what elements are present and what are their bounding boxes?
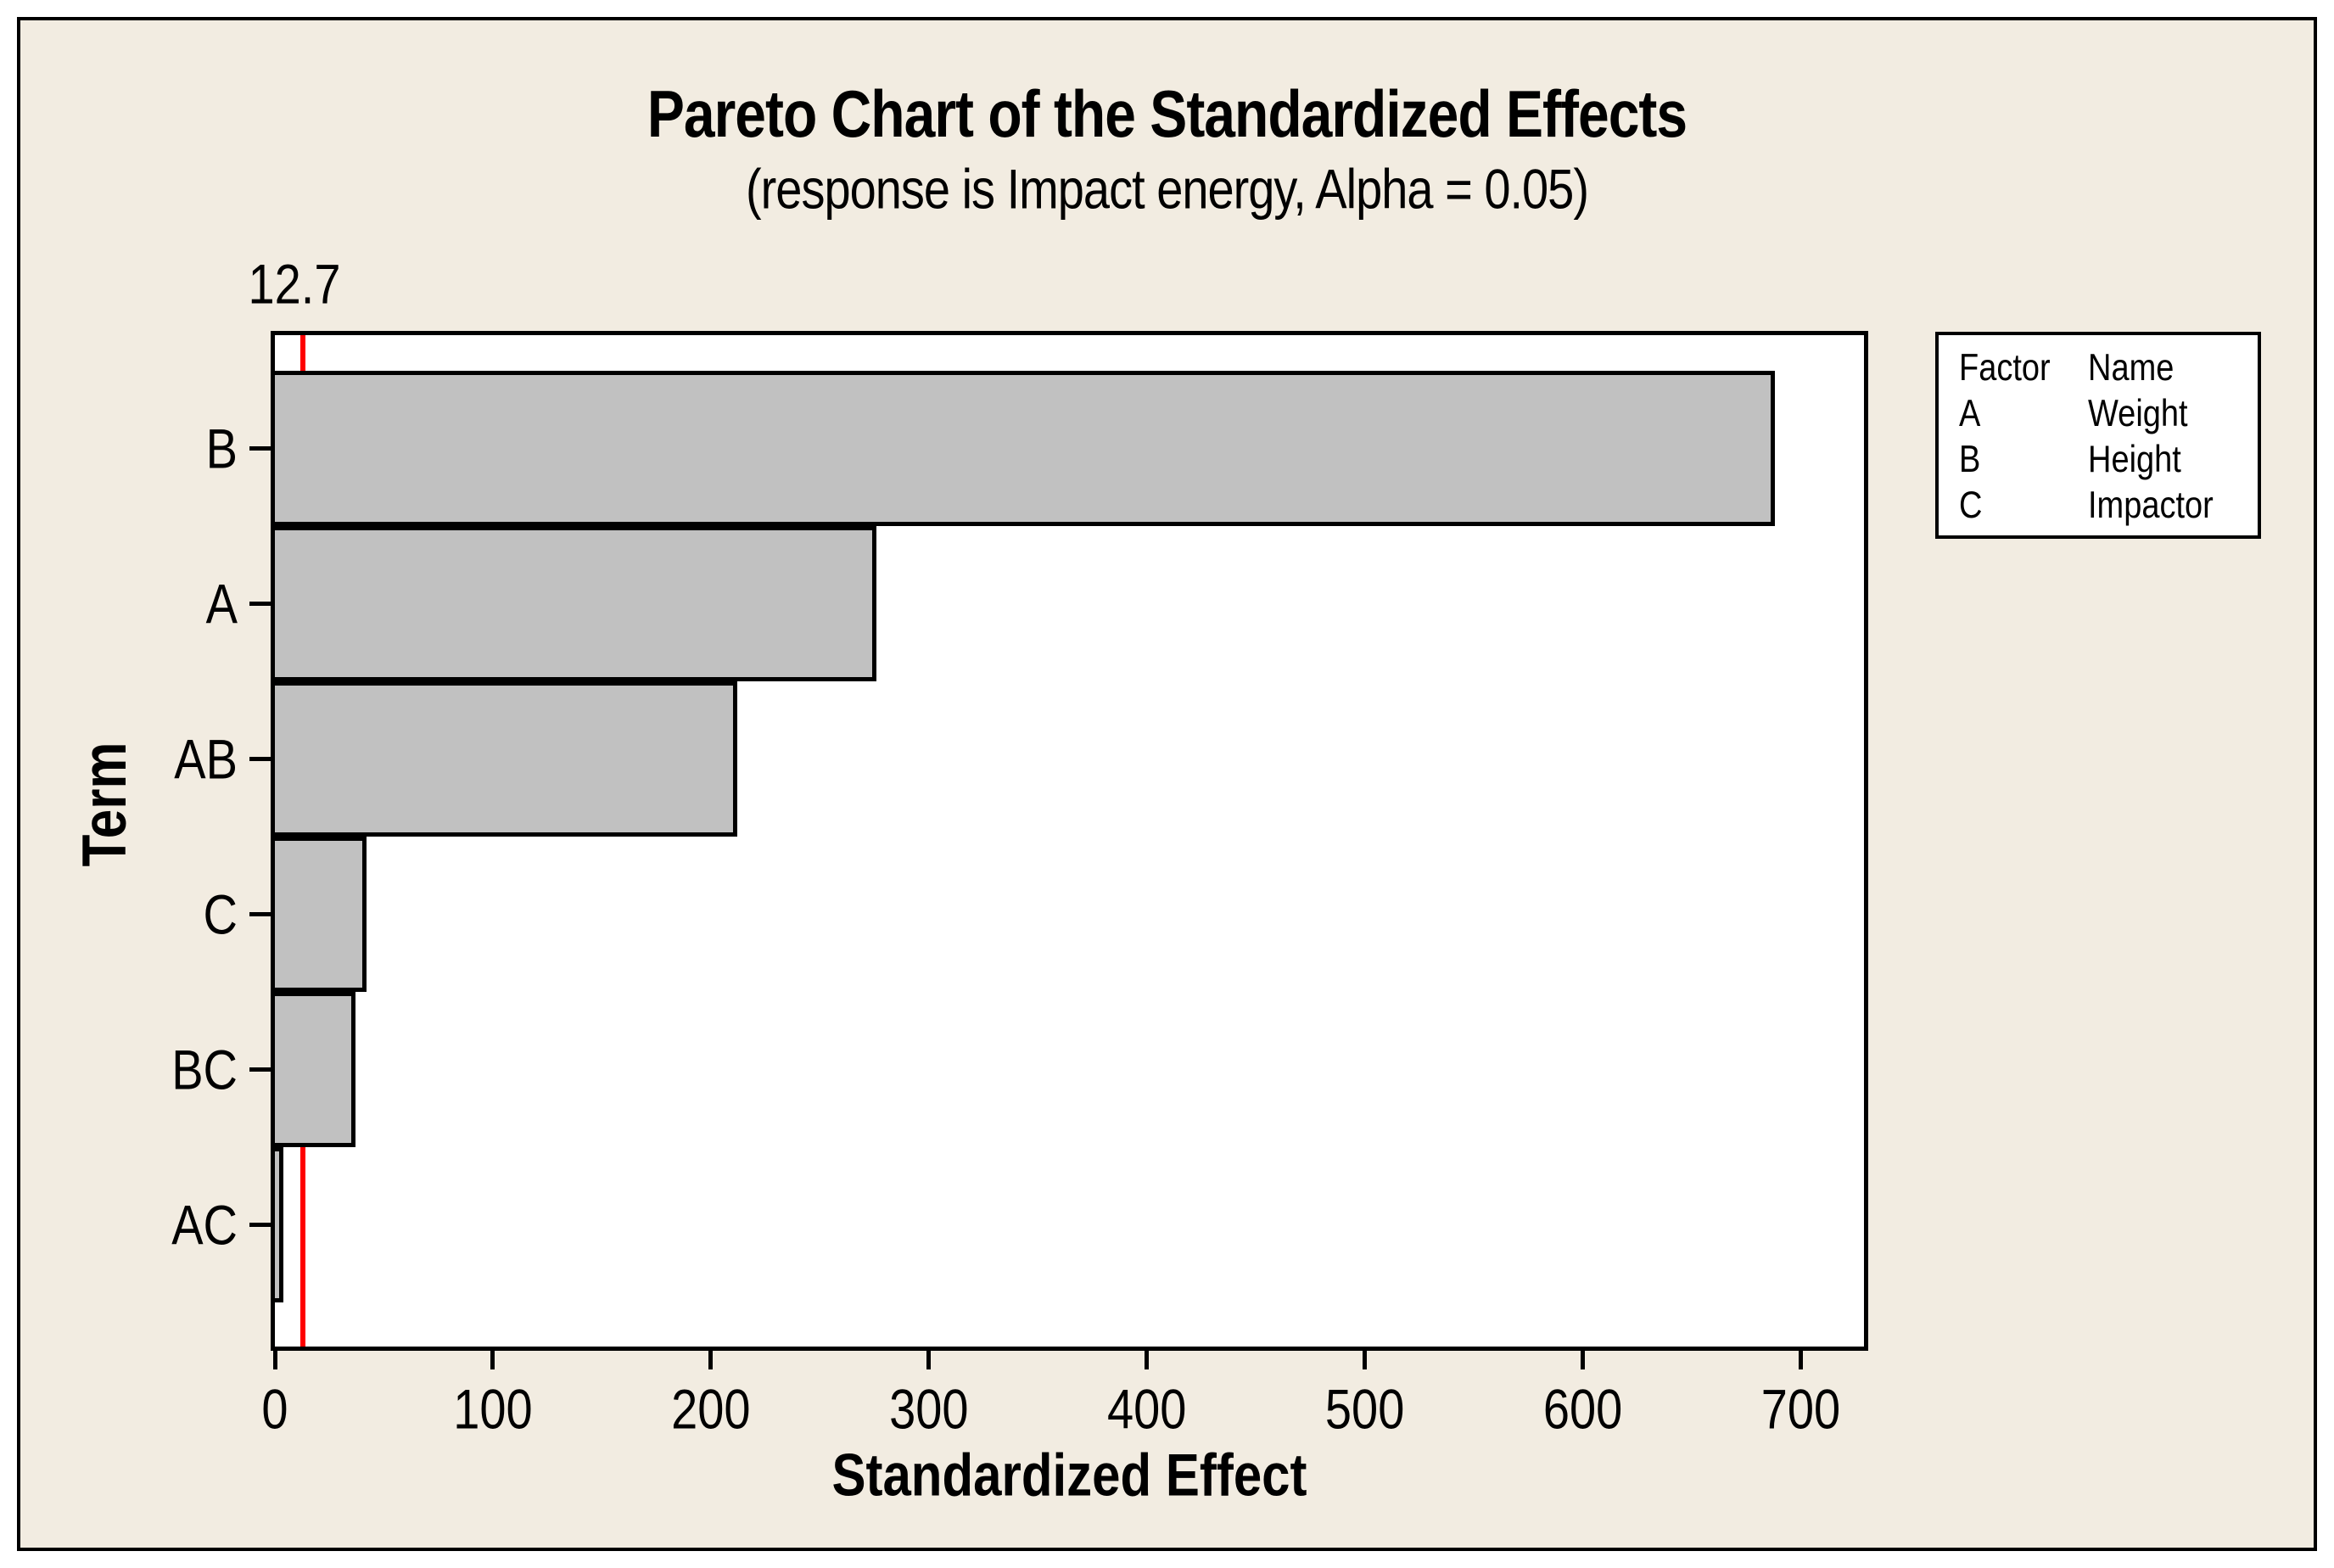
bar-C — [275, 837, 367, 992]
x-axis-title: Standardized Effect — [831, 1441, 1307, 1509]
legend-factor-C: C — [1959, 484, 1983, 527]
legend-name-B: Height — [2088, 439, 2181, 481]
legend-header-factor: Factor — [1959, 347, 2051, 389]
factor-legend-table: Factor Name A Weight B Height C Impactor — [1939, 335, 2258, 529]
chart-title: Pareto Chart of the Standardized Effects — [646, 76, 1688, 151]
bar-A — [275, 526, 877, 681]
y-tick-A — [249, 602, 271, 606]
x-tick-label-200: 200 — [671, 1377, 751, 1441]
x-tick-label-600: 600 — [1542, 1377, 1623, 1441]
x-tick-500 — [1363, 1351, 1368, 1369]
bar-BC — [275, 992, 356, 1147]
y-tick-label-BC: BC — [171, 1037, 238, 1101]
y-tick-B — [249, 446, 271, 451]
reference-line-value-label: 12.7 — [248, 252, 341, 316]
x-tick-200 — [708, 1351, 714, 1369]
y-tick-label-A: A — [205, 571, 238, 636]
x-tick-label-100: 100 — [453, 1377, 533, 1441]
y-tick-AB — [249, 757, 271, 761]
x-tick-label-300: 300 — [889, 1377, 969, 1441]
chart-subtitle: (response is Impact energy, Alpha = 0.05… — [746, 157, 1589, 221]
legend-factor-A: A — [1959, 393, 1981, 435]
legend-name-A: Weight — [2088, 393, 2188, 435]
x-tick-700 — [1798, 1351, 1803, 1369]
y-tick-label-B: B — [205, 416, 238, 480]
y-tick-C — [249, 912, 271, 916]
factor-legend: Factor Name A Weight B Height C Impactor — [1935, 332, 2261, 539]
x-tick-0 — [272, 1351, 277, 1369]
y-tick-BC — [249, 1067, 271, 1072]
x-tick-400 — [1145, 1351, 1150, 1369]
plot-area-inner — [275, 335, 1864, 1347]
y-tick-label-AC: AC — [171, 1192, 238, 1257]
legend-name-C: Impactor — [2088, 484, 2214, 527]
x-tick-100 — [490, 1351, 495, 1369]
x-tick-label-400: 400 — [1106, 1377, 1187, 1441]
y-tick-label-AB: AB — [174, 726, 238, 791]
bar-AB — [275, 681, 737, 837]
bar-B — [275, 371, 1775, 526]
legend-header-name: Name — [2088, 347, 2174, 389]
x-tick-label-500: 500 — [1324, 1377, 1405, 1441]
x-tick-label-700: 700 — [1760, 1377, 1841, 1441]
bar-AC — [275, 1147, 284, 1302]
x-tick-label-0: 0 — [261, 1377, 288, 1441]
x-tick-300 — [926, 1351, 932, 1369]
plot-area — [271, 331, 1868, 1351]
y-tick-AC — [249, 1223, 271, 1227]
x-tick-600 — [1581, 1351, 1586, 1369]
y-tick-label-C: C — [203, 882, 238, 946]
legend-factor-B: B — [1959, 439, 1981, 481]
